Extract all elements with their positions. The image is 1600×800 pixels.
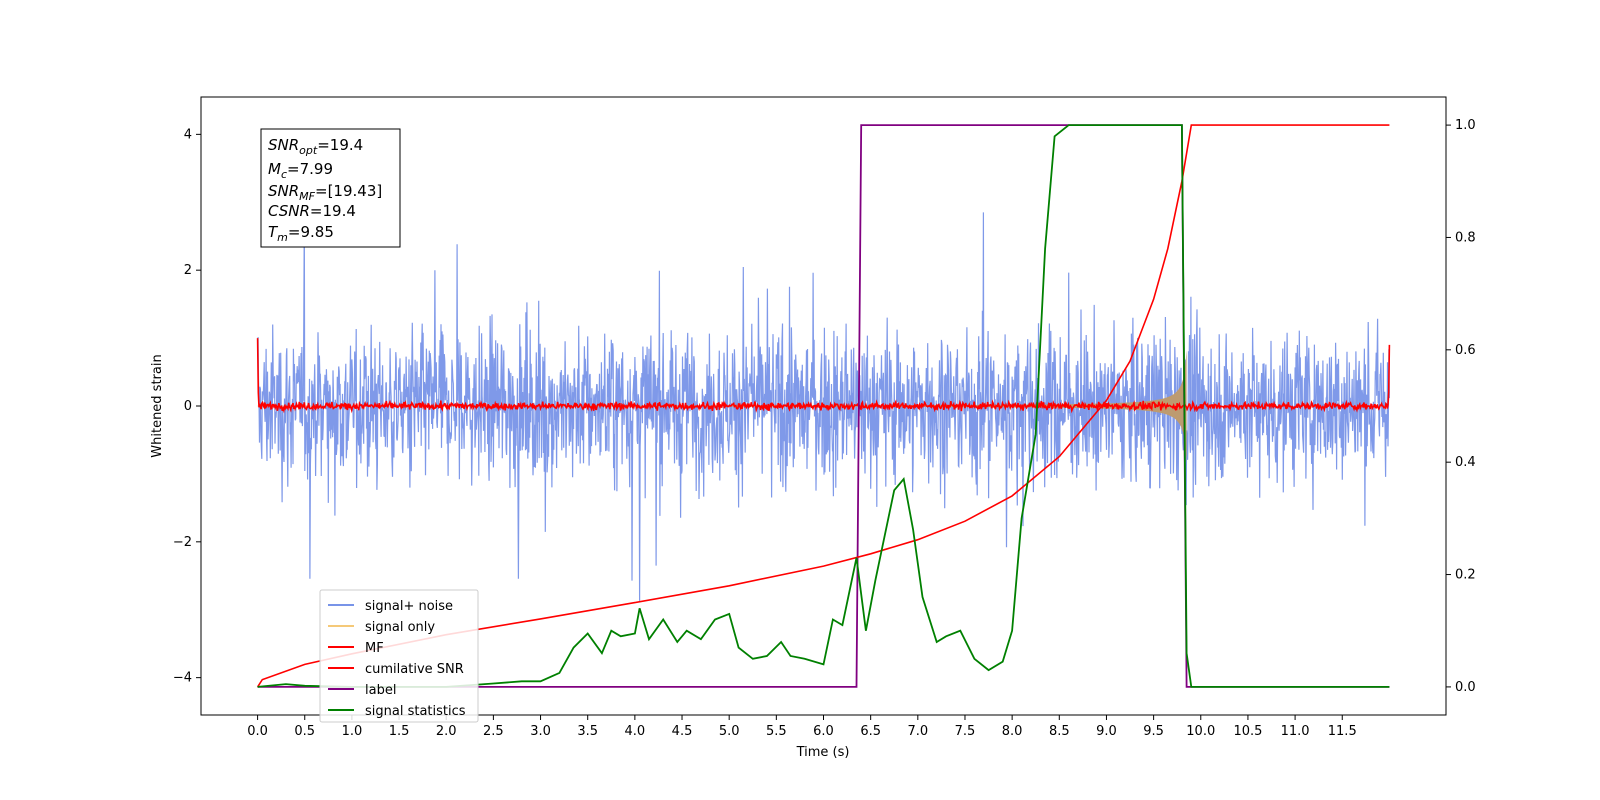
y2-tick-label: 0.6	[1455, 343, 1476, 358]
x-tick-label: 7.5	[955, 724, 976, 739]
legend-label: signal+ noise	[365, 599, 453, 614]
legend-label: signal statistics	[365, 704, 466, 719]
y-tick-label: 4	[184, 127, 192, 142]
x-tick-label: 10.0	[1186, 724, 1215, 739]
x-tick-label: 2.5	[483, 724, 504, 739]
y2-tick-label: 0.2	[1455, 568, 1476, 583]
legend-label: MF	[365, 641, 384, 656]
y2-tick-label: 0.0	[1455, 680, 1476, 695]
x-tick-label: 4.5	[672, 724, 693, 739]
x-tick-label: 8.0	[1002, 724, 1023, 739]
x-tick-label: 7.0	[907, 724, 928, 739]
annotation-box: SNRopt=19.4 Mc=7.99 SNRMF=[19.43] CSNR=1…	[260, 128, 401, 248]
y2-tick-label: 0.8	[1455, 230, 1476, 245]
y2-tick-label: 1.0	[1455, 118, 1476, 133]
legend: signal+ noise signal only MF cumilative SNR…	[319, 589, 479, 723]
x-tick-label: 10.5	[1233, 724, 1262, 739]
series-mf	[256, 338, 1391, 414]
x-tick-label: 3.5	[577, 724, 598, 739]
y-tick-label: 2	[184, 263, 192, 278]
x-tick-label: 11.5	[1328, 724, 1357, 739]
legend-label: label	[365, 683, 396, 698]
x-tick-label: 2.0	[436, 724, 457, 739]
legend-frame	[319, 589, 479, 723]
y2-tick-label: 0.4	[1455, 455, 1476, 470]
legend-label: signal only	[365, 620, 435, 635]
annotation-tm: Tm=9.85	[268, 223, 334, 244]
x-tick-label: 9.0	[1096, 724, 1117, 739]
annotation-frame	[260, 128, 401, 248]
x-tick-label: 6.0	[813, 724, 834, 739]
annotation-snr-opt: SNRopt=19.4	[268, 136, 363, 157]
x-tick-label: 4.0	[625, 724, 646, 739]
x-tick-label: 0.5	[294, 724, 315, 739]
x-tick-label: 5.5	[766, 724, 787, 739]
annotation-csnr: CSNR=19.4	[268, 202, 356, 220]
y-axis-label: Whitened strain	[150, 354, 165, 457]
y-tick-label: −4	[173, 671, 192, 686]
x-tick-label: 0.0	[247, 724, 268, 739]
x-tick-label: 5.0	[719, 724, 740, 739]
series-signal-statistics	[257, 124, 1390, 688]
y-tick-label: −2	[173, 535, 192, 550]
x-tick-label: 1.5	[389, 724, 410, 739]
x-axis-label: Time (s)	[796, 745, 850, 760]
annotation-mc: Mc=7.99	[268, 160, 333, 181]
x-tick-label: 3.0	[530, 724, 551, 739]
x-tick-label: 8.5	[1049, 724, 1070, 739]
x-tick-label: 9.5	[1143, 724, 1164, 739]
y-tick-label: 0	[184, 399, 192, 414]
x-tick-label: 11.0	[1281, 724, 1310, 739]
annotation-snr-mf: SNRMF=[19.43]	[268, 182, 382, 203]
series-signal-noise	[257, 212, 1390, 601]
legend-label: cumilative SNR	[365, 662, 464, 677]
x-tick-label: 1.0	[342, 724, 363, 739]
x-tick-label: 6.5	[860, 724, 881, 739]
